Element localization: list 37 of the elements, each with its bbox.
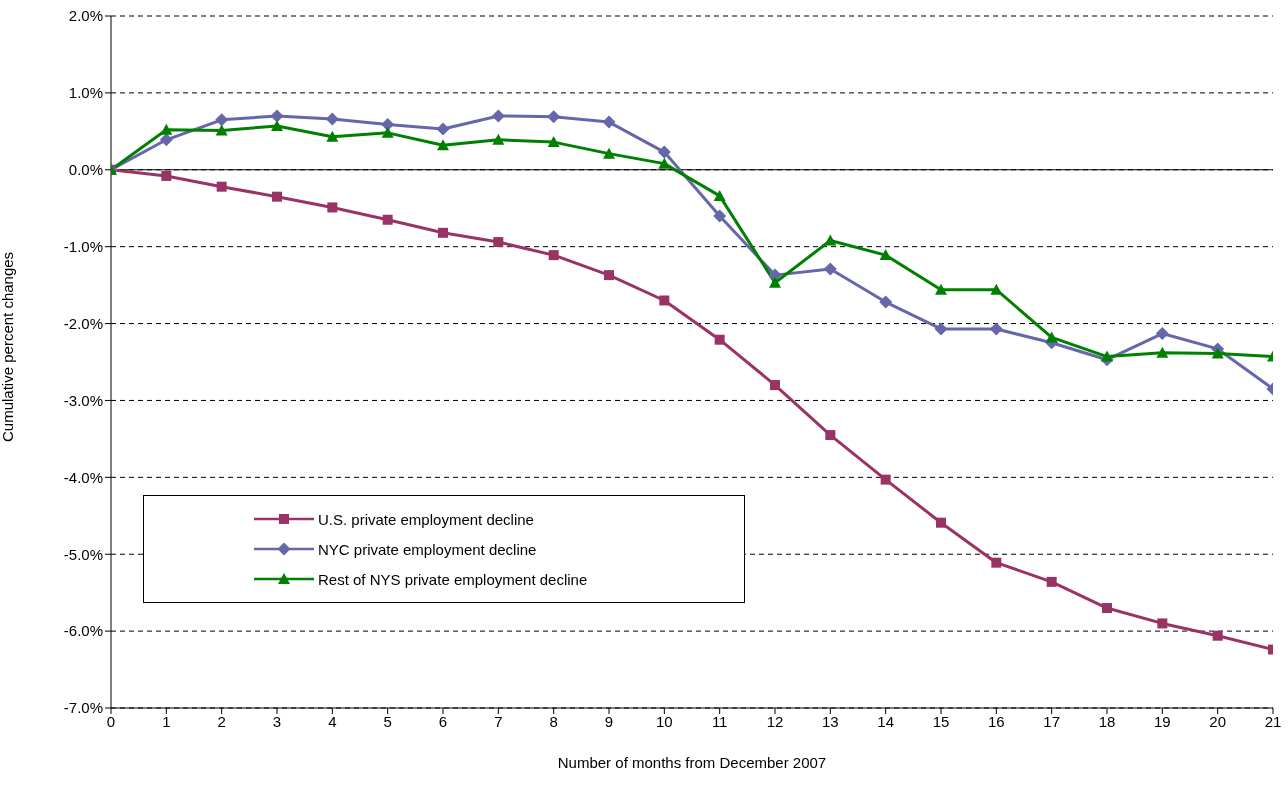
x-tick-label: 11 bbox=[711, 712, 728, 730]
legend-label: NYC private employment decline bbox=[318, 540, 537, 558]
y-tick-label: -3.0% bbox=[63, 391, 103, 409]
x-tick-label: 3 bbox=[272, 712, 282, 730]
x-tick-label: 9 bbox=[604, 712, 614, 730]
y-tick-label: 0.0% bbox=[68, 161, 103, 179]
y-tick-label: 1.0% bbox=[68, 84, 103, 102]
y-axis-title: Cumulative percent changes bbox=[0, 251, 17, 442]
x-tick-label: 13 bbox=[821, 712, 839, 730]
x-tick-label: 19 bbox=[1153, 712, 1171, 730]
legend-label: U.S. private employment decline bbox=[318, 510, 534, 528]
x-tick-label: 16 bbox=[987, 712, 1005, 730]
y-tick-label: -4.0% bbox=[63, 468, 103, 486]
x-tick-label: 17 bbox=[1043, 712, 1061, 730]
x-tick-label: 8 bbox=[549, 712, 558, 730]
x-tick-label: 5 bbox=[383, 712, 392, 730]
x-tick-label: 1 bbox=[162, 712, 171, 730]
x-tick-label: 12 bbox=[766, 712, 784, 730]
y-tick-label: 2.0% bbox=[68, 7, 103, 25]
legend-label: Rest of NYS private employment decline bbox=[318, 570, 588, 588]
x-tick-label: 4 bbox=[328, 712, 337, 730]
x-tick-label: 6 bbox=[438, 712, 448, 730]
x-tick-label: 21 bbox=[1264, 712, 1282, 730]
x-axis-title: Number of months from December 2007 bbox=[557, 754, 827, 771]
x-tick-label: 18 bbox=[1098, 712, 1116, 730]
y-tick-label: -5.0% bbox=[63, 545, 103, 563]
x-tick-label: 14 bbox=[877, 712, 895, 730]
x-tick-label: 7 bbox=[494, 712, 503, 730]
x-tick-label: 15 bbox=[932, 712, 950, 730]
x-tick-label: 2 bbox=[217, 712, 226, 730]
x-tick-label: 0 bbox=[106, 712, 116, 730]
y-tick-label: -6.0% bbox=[63, 622, 103, 640]
y-tick-label: -2.0% bbox=[63, 314, 103, 332]
x-tick-label: 20 bbox=[1209, 712, 1227, 730]
x-tick-label: 10 bbox=[655, 712, 673, 730]
y-tick-label: -1.0% bbox=[63, 237, 103, 255]
y-tick-label: -7.0% bbox=[63, 699, 103, 717]
